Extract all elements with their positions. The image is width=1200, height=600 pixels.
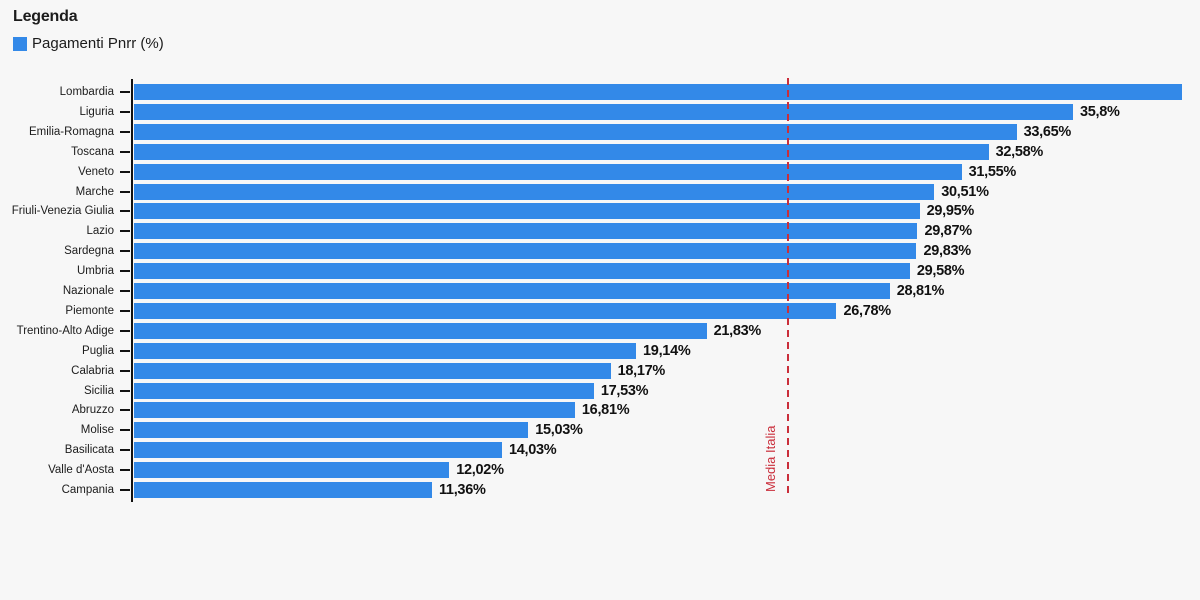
axis-tick [120, 449, 130, 452]
category-label: Nazionale [62, 285, 114, 297]
bar [134, 263, 910, 280]
value-label: 29,87% [924, 223, 972, 240]
bar [134, 163, 962, 180]
bar [134, 462, 450, 479]
bar [134, 342, 637, 359]
axis-tick [120, 489, 130, 491]
category-label: Piemonte [65, 304, 114, 317]
bar [134, 243, 917, 260]
axis-tick [120, 230, 130, 233]
category-label: Marche [75, 185, 114, 198]
bar [134, 322, 707, 339]
axis-tick [120, 469, 130, 472]
axis-tick [120, 91, 130, 93]
bar [134, 283, 890, 299]
bar [134, 123, 1017, 140]
axis-tick [120, 130, 130, 133]
axis-tick [120, 349, 130, 352]
category-label: Lombardia [59, 86, 114, 98]
bar [134, 103, 1074, 120]
category-label: Sardegna [64, 245, 114, 258]
axis-tick [120, 290, 130, 292]
value-label: 12,02% [456, 462, 504, 479]
legend-item-pagamenti-pnrr[interactable]: Pagamenti Pnrr (%) [13, 35, 164, 52]
axis-tick [120, 329, 130, 332]
y-axis-line [131, 79, 133, 502]
media-italia-reference-line [787, 78, 789, 498]
category-label: Abruzzo [71, 404, 114, 417]
category-label: Calabria [71, 364, 114, 377]
media-italia-label: Media Italia [763, 425, 778, 492]
legend-title: Legenda [13, 8, 78, 25]
legend: Legenda Pagamenti Pnrr (%) [13, 8, 164, 52]
category-label: Trentino-Alto Adige [16, 324, 114, 337]
value-label: 32,58% [995, 143, 1044, 160]
legend-series-label: Pagamenti Pnrr (%) [32, 35, 164, 52]
value-label: 31,55% [968, 163, 1017, 180]
category-label: Basilicata [64, 444, 114, 457]
category-label: Liguria [79, 105, 114, 118]
bar [134, 402, 575, 419]
axis-tick [120, 170, 130, 173]
value-label: 21,83% [713, 322, 762, 339]
category-label: Campania [61, 484, 114, 496]
value-label: 17,53% [600, 382, 649, 399]
bar [134, 203, 920, 220]
value-label: 11,36% [438, 482, 486, 498]
axis-tick [120, 409, 130, 412]
axis-tick [120, 309, 130, 312]
value-label: 33,65% [1023, 123, 1072, 140]
category-label: Toscana [71, 145, 114, 158]
value-label: 26,78% [843, 302, 891, 319]
axis-tick [120, 210, 130, 213]
value-label: 30,51% [941, 183, 989, 200]
axis-tick [120, 270, 130, 273]
category-label: Emilia-Romagna [28, 125, 114, 138]
bar [134, 422, 529, 439]
value-label: 29,83% [923, 243, 971, 260]
value-label: 16,81% [581, 402, 630, 419]
bar [134, 382, 594, 399]
category-label: Molise [80, 424, 114, 437]
axis-tick [120, 369, 130, 372]
value-label: 18,17% [617, 362, 666, 379]
bar [134, 143, 989, 160]
bar [134, 302, 837, 319]
value-label: 29,58% [916, 263, 965, 280]
bar [134, 183, 935, 200]
value-label: 19,14% [643, 342, 691, 359]
bar [134, 442, 502, 459]
axis-tick [120, 250, 130, 253]
value-label: 15,03% [535, 422, 583, 439]
bar [134, 223, 918, 240]
category-label: Valle d'Aosta [48, 464, 114, 477]
category-label: Lazio [86, 225, 115, 238]
bar [134, 482, 432, 498]
axis-tick [120, 190, 130, 193]
category-label: Puglia [82, 344, 114, 357]
category-label: Sicilia [83, 384, 114, 397]
value-label: 35,8% [1080, 103, 1120, 120]
axis-tick [120, 150, 130, 153]
axis-tick [120, 110, 130, 113]
legend-swatch [13, 36, 27, 51]
bar [134, 84, 1183, 100]
category-label: Veneto [78, 165, 114, 178]
value-label: 28,81% [896, 283, 945, 299]
axis-tick [120, 429, 130, 432]
value-label: 14,03% [509, 442, 557, 459]
category-label: Umbria [76, 265, 114, 278]
value-label: 29,95% [926, 203, 975, 220]
category-label: Friuli-Venezia Giulia [11, 205, 114, 218]
axis-tick [120, 389, 130, 392]
bar [134, 362, 611, 379]
